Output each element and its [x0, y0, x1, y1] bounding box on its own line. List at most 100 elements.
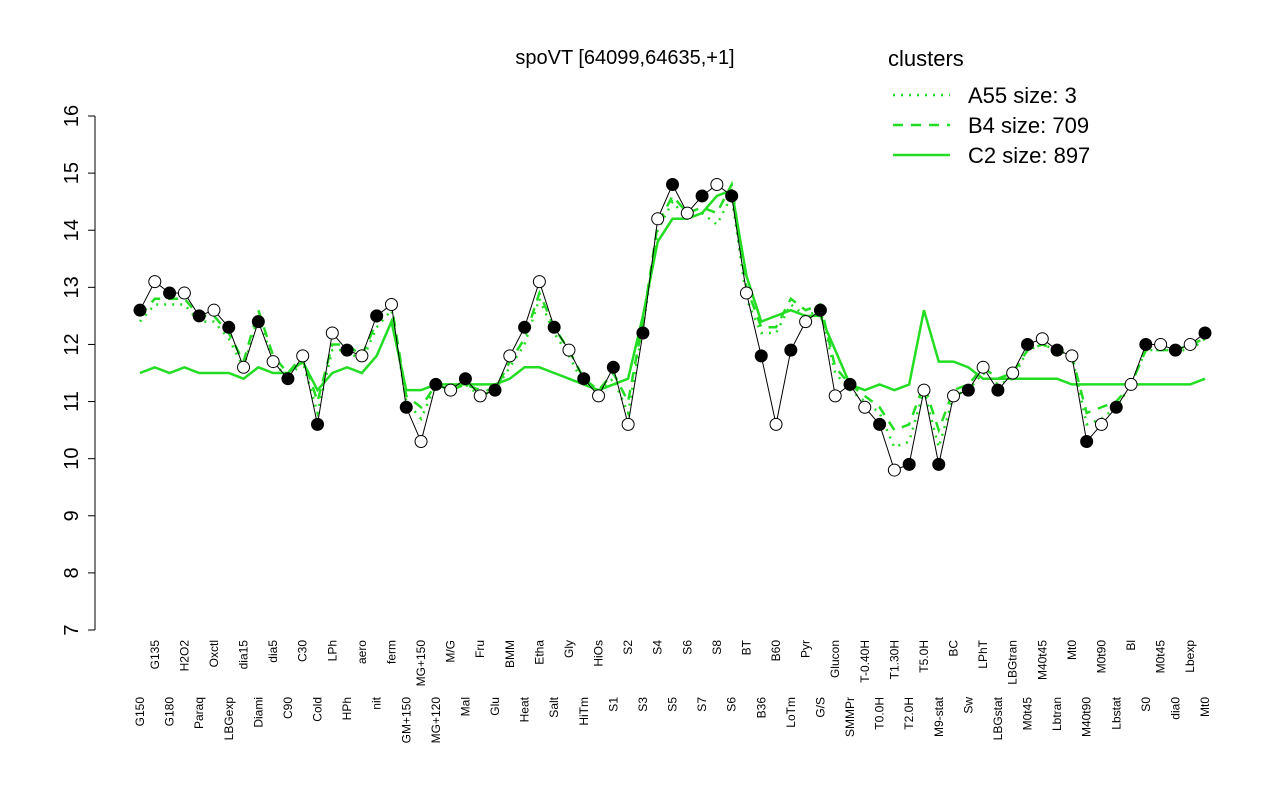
legend-label: A55 size: 3: [968, 83, 1077, 108]
point: [769, 417, 783, 431]
point: [1094, 417, 1108, 431]
x-tick-label: Glucon: [828, 640, 842, 678]
point: [222, 320, 236, 334]
point: [1198, 326, 1212, 340]
point: [251, 315, 265, 329]
x-tick-label: BC: [947, 640, 961, 657]
x-tick-label: SMMPr: [843, 697, 857, 737]
x-tick-label: MG+150: [414, 640, 428, 687]
x-tick-label: T-0.40H: [858, 640, 872, 683]
point: [1183, 337, 1197, 351]
x-tick-label: Lbexp: [1183, 640, 1197, 673]
x-tick-label: Mal: [458, 697, 472, 716]
point: [488, 383, 502, 397]
point: [1080, 435, 1094, 449]
y-tick-label: 16: [61, 105, 83, 127]
x-tick-label: dia5: [266, 640, 280, 663]
x-tick-label: B60: [769, 640, 783, 662]
point: [1154, 337, 1168, 351]
x-tick-label: Etha: [532, 640, 546, 665]
y-tick-label: 15: [61, 162, 83, 184]
point: [932, 457, 946, 471]
point: [237, 360, 251, 374]
chart-title: spoVT [64099,64635,+1]: [515, 47, 734, 69]
x-tick-label: S0: [1139, 697, 1153, 712]
x-tick-label: G/S: [813, 697, 827, 718]
point: [133, 303, 147, 317]
point: [518, 320, 532, 334]
point: [281, 372, 295, 386]
x-tick-label: LBGexp: [222, 697, 236, 741]
point: [592, 389, 606, 403]
point: [562, 343, 576, 357]
point: [1168, 343, 1182, 357]
point: [325, 326, 339, 340]
point: [1124, 377, 1138, 391]
point: [340, 343, 354, 357]
point: [192, 309, 206, 323]
expression-line: [139, 183, 1206, 471]
x-tick-label: LPhT: [976, 639, 990, 668]
x-tick-label: Sw: [961, 697, 975, 714]
x-tick-label: S6: [725, 697, 739, 712]
x-tick-label: G180: [163, 697, 177, 727]
x-tick-label: dia15: [237, 640, 251, 670]
x-tick-label: LBGstat: [991, 696, 1005, 740]
x-tick-label: T5.0H: [917, 640, 931, 673]
point: [532, 275, 546, 289]
point: [458, 372, 472, 386]
x-tick-label: Paraq: [192, 697, 206, 729]
point: [1035, 332, 1049, 346]
x-tick-label: M0t45: [1154, 640, 1168, 674]
point: [680, 206, 694, 220]
y-tick-label: 13: [61, 276, 83, 298]
x-tick-label: Lbstat: [1109, 696, 1123, 729]
x-tick-label: C30: [296, 640, 310, 662]
x-tick-label: Mt0: [1065, 640, 1079, 660]
x-tick-label: S4: [651, 640, 665, 655]
point: [148, 275, 162, 289]
x-tick-label: LPh: [325, 640, 339, 661]
point: [547, 320, 561, 334]
point: [1065, 349, 1079, 363]
x-tick-label: S2: [621, 640, 635, 655]
point: [163, 286, 177, 300]
point: [473, 389, 487, 403]
x-tick-label: M0t45: [1021, 697, 1035, 731]
x-tick-label: M40t45: [1035, 640, 1049, 680]
x-tick-label: Bl: [1124, 640, 1138, 651]
x-tick-label: HiTm: [577, 697, 591, 726]
point: [917, 383, 931, 397]
point: [902, 457, 916, 471]
x-tick-label: S8: [710, 640, 724, 655]
legend-label: C2 size: 897: [968, 143, 1090, 168]
point: [384, 297, 398, 311]
x-tick-label: M0t90: [1094, 640, 1108, 674]
y-tick-label: 7: [61, 624, 83, 635]
point: [414, 435, 428, 449]
point: [311, 417, 324, 431]
x-tick-label: Pyr: [799, 640, 813, 658]
point: [976, 360, 990, 374]
x-tick-label: Lbtran: [1050, 697, 1064, 731]
y-tick-label: 14: [61, 219, 83, 241]
point: [666, 178, 679, 192]
point: [266, 355, 280, 369]
point: [577, 372, 591, 386]
point: [754, 349, 768, 363]
point: [370, 309, 384, 323]
x-tick-label: Gly: [562, 640, 576, 658]
y-tick-label: 12: [61, 333, 83, 355]
x-tick-label: S7: [695, 697, 709, 712]
y-tick-label: 9: [61, 510, 83, 521]
x-tick-label: S6: [680, 640, 694, 655]
point: [621, 417, 635, 431]
point: [961, 383, 975, 397]
x-tick-label: C90: [281, 697, 295, 719]
x-tick-label: LoTm: [784, 697, 798, 728]
point: [355, 349, 369, 363]
point: [606, 360, 620, 374]
x-tick-label: Fru: [473, 640, 487, 658]
point: [858, 400, 872, 414]
